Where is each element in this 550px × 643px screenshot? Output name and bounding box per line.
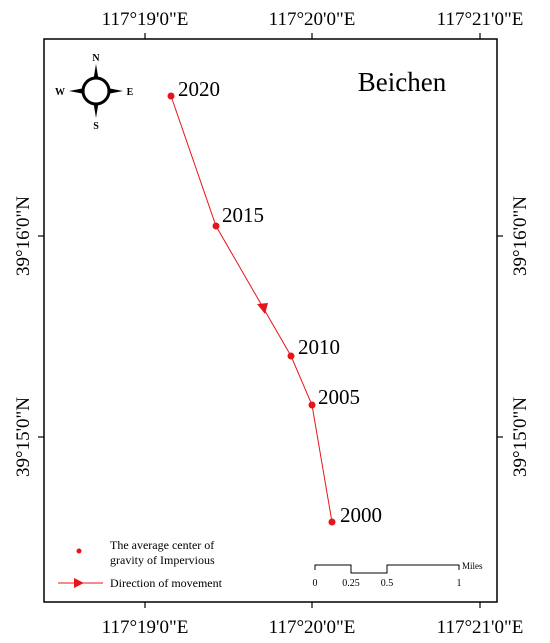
bottom-tick-label: 117°19'0"E	[102, 617, 189, 638]
left-tick-label: 39°16'0"N	[13, 196, 34, 276]
map-title: Beichen	[358, 67, 447, 97]
center-point-2005	[308, 401, 316, 409]
left-tick-label: 39°15'0"N	[13, 397, 34, 477]
compass-w: W	[55, 87, 65, 98]
compass-s: S	[93, 121, 99, 132]
scale-label: 1	[457, 578, 462, 589]
top-tick-label: 117°19'0"E	[102, 9, 189, 30]
center-point-2015	[212, 222, 220, 230]
legend-arrow-icon	[74, 578, 84, 588]
compass-n: N	[92, 53, 100, 64]
bottom-tick-label: 117°20'0"E	[269, 617, 356, 638]
year-label-2015: 2015	[222, 203, 264, 227]
top-tick-label: 117°21'0"E	[437, 9, 524, 30]
right-tick-label: 39°15'0"N	[510, 397, 531, 477]
scale-unit: Miles	[462, 561, 483, 571]
year-label-2010: 2010	[298, 335, 340, 359]
legend-point-symbol	[76, 548, 82, 554]
center-point-2010	[287, 352, 295, 360]
center-point-2020	[167, 92, 175, 100]
center-point-2000	[328, 518, 336, 526]
legend-point-label-line1: The average center of	[110, 538, 214, 552]
scale-label: 0.5	[381, 578, 394, 589]
scale-bar: Miles 0 0.25 0.5 1	[313, 561, 483, 589]
movement-track	[170, 95, 333, 523]
right-tick-label: 39°16'0"N	[510, 196, 531, 276]
legend-point-label-line2: gravity of Impervious	[110, 553, 215, 567]
scale-label: 0	[313, 578, 318, 589]
legend-arrow-label: Direction of movement	[110, 576, 223, 590]
scale-label: 0.25	[342, 578, 360, 589]
year-label-2000: 2000	[340, 503, 382, 527]
map-frame	[43, 38, 498, 603]
legend: The average center of gravity of Impervi…	[58, 538, 223, 590]
bottom-tick-label: 117°21'0"E	[437, 617, 524, 638]
frame-ticks	[38, 33, 503, 608]
compass-e: E	[127, 87, 134, 98]
top-tick-label: 117°20'0"E	[269, 9, 356, 30]
year-label-2020: 2020	[178, 77, 220, 101]
compass-icon: N S E W	[55, 53, 134, 132]
year-label-2005: 2005	[318, 385, 360, 409]
direction-arrow-icon	[257, 303, 268, 314]
